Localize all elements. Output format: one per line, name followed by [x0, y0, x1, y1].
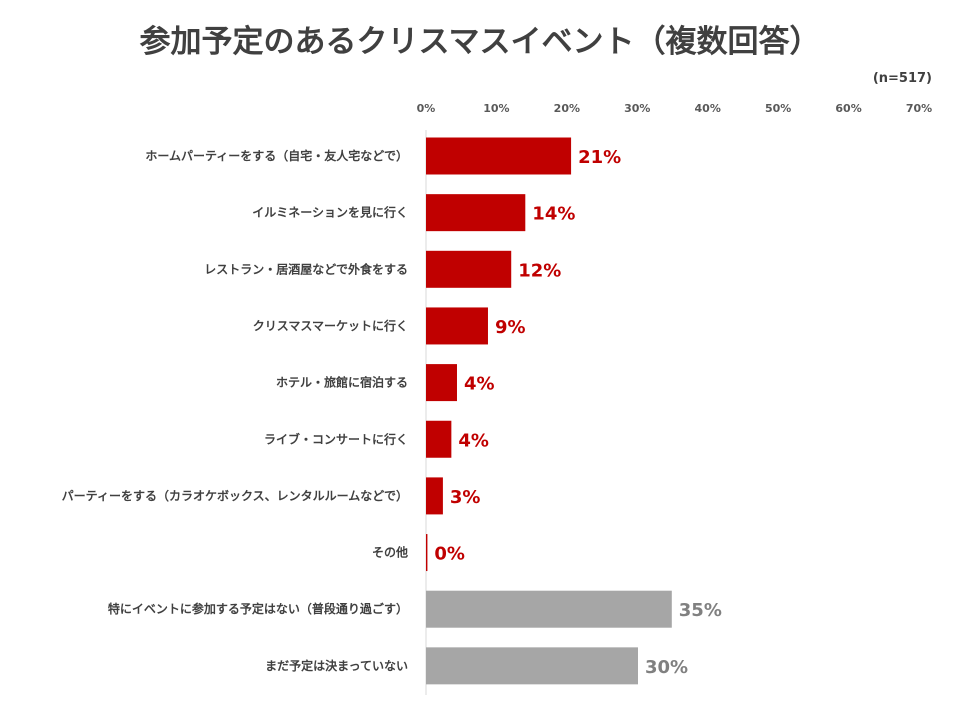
data-label: 4% [464, 374, 495, 395]
data-label: 30% [645, 657, 688, 678]
bar [426, 364, 457, 402]
bar [426, 534, 428, 572]
chart-title: 参加予定のあるクリスマスイベント（複数回答） [139, 24, 820, 60]
data-label: 35% [679, 600, 722, 621]
bar [426, 477, 443, 515]
bar [426, 647, 638, 685]
x-tick-label: 10% [483, 102, 509, 115]
x-tick-label: 30% [624, 102, 650, 115]
data-label: 4% [458, 430, 489, 451]
data-label: 3% [450, 487, 481, 508]
category-label: パーティーをする（カラオケボックス、レンタルルームなどで） [62, 488, 408, 503]
category-label: イルミネーションを見に行く [252, 205, 408, 220]
x-tick-label: 20% [554, 102, 580, 115]
bar [426, 137, 572, 175]
bar [426, 420, 452, 458]
x-tick-label: 50% [765, 102, 791, 115]
data-label: 12% [518, 260, 561, 281]
bar [426, 307, 488, 345]
data-label: 9% [495, 317, 526, 338]
data-label: 14% [532, 204, 575, 225]
category-label: ライブ・コンサートに行く [264, 431, 408, 446]
bar [426, 250, 512, 288]
x-tick-label: 0% [417, 102, 436, 115]
sample-size: (n=517) [873, 71, 932, 86]
category-label: まだ予定は決まっていない [265, 658, 408, 673]
category-label: 特にイベントに参加する予定はない（普段通り過ごす） [108, 601, 408, 616]
category-label: クリスマスマーケットに行く [253, 318, 408, 333]
category-label: その他 [372, 545, 408, 560]
x-tick-label: 60% [835, 102, 861, 115]
category-label: ホームパーティーをする（自宅・友人宅などで） [145, 148, 408, 163]
category-label: レストラン・居酒屋などで外食をする [204, 261, 408, 276]
category-label: ホテル・旅館に宿泊する [276, 375, 408, 390]
data-label: 0% [434, 544, 465, 565]
data-label: 21% [578, 147, 621, 168]
x-tick-label: 40% [695, 102, 721, 115]
x-tick-label: 70% [906, 102, 932, 115]
bar [426, 590, 672, 628]
bar [426, 194, 526, 232]
